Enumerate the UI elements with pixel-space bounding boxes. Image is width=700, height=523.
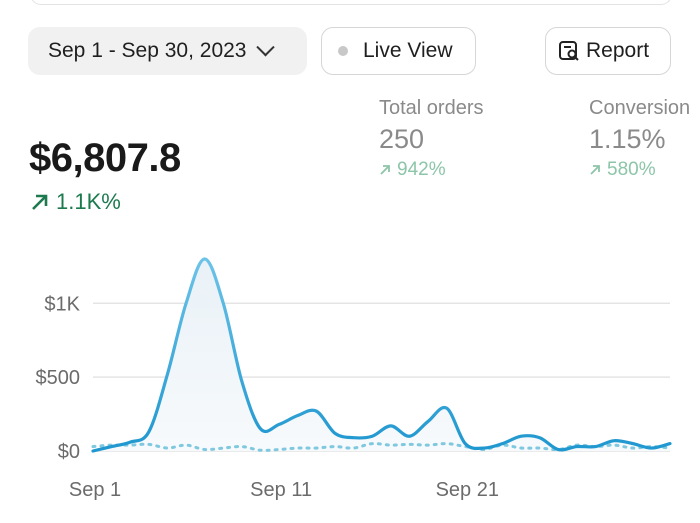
arrow-up-right-icon <box>380 165 390 175</box>
report-icon <box>559 41 579 61</box>
y-tick-label: $500 <box>36 367 81 389</box>
conversion-value: 1.15% <box>589 124 666 154</box>
chevron-down-icon <box>255 37 275 56</box>
live-status-dot-icon <box>338 46 348 56</box>
report-label: Report <box>586 39 650 62</box>
sales-chart: $1K $500 $0 Sep 1 Sep 11 Sep 21 <box>36 257 672 501</box>
total-orders-delta-value: 942% <box>397 159 446 180</box>
arrow-up-right-icon <box>32 194 48 210</box>
sales-area <box>93 259 670 451</box>
search-bar-edge <box>30 0 672 5</box>
conversion-delta: 580% <box>589 159 656 181</box>
x-tick-label: Sep 21 <box>436 479 499 501</box>
conversion-delta-value: 580% <box>607 159 656 180</box>
y-tick-label: $0 <box>58 441 80 463</box>
total-sales-delta: 1.1K% <box>30 189 121 215</box>
x-tick-label: Sep 11 <box>250 479 312 501</box>
date-range-button[interactable]: Sep 1 - Sep 30, 2023 <box>28 27 307 75</box>
arrow-up-right-icon <box>590 165 600 175</box>
total-orders-value: 250 <box>379 124 425 154</box>
report-button[interactable]: Report <box>545 27 671 75</box>
y-tick-label: $1K <box>44 293 80 315</box>
sales-series-line <box>91 257 672 453</box>
total-orders-delta: 942% <box>379 159 446 181</box>
live-view-button[interactable]: Live View <box>321 27 476 75</box>
total-sales-value: $6,807.8 <box>29 136 181 180</box>
total-sales-delta-value: 1.1K% <box>56 189 121 214</box>
x-tick-label: Sep 1 <box>69 479 121 501</box>
conversion-label: Conversion <box>589 97 691 119</box>
total-orders-label: Total orders <box>379 97 484 119</box>
date-range-label: Sep 1 - Sep 30, 2023 <box>48 39 247 62</box>
live-view-label: Live View <box>363 39 453 62</box>
